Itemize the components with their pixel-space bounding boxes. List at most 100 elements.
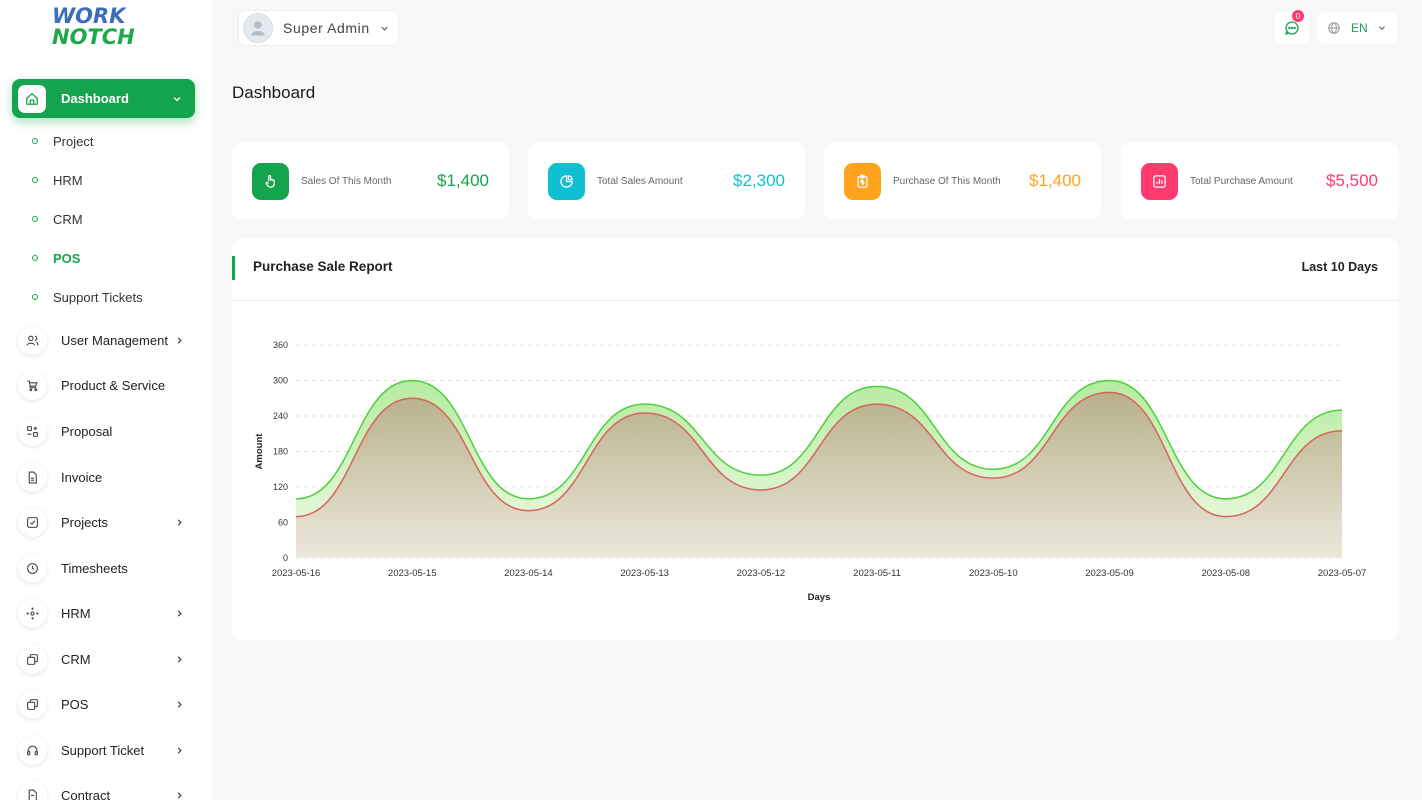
- sidebar: WORK NOTCH Dashboard Project HRM CRM POS…: [0, 0, 212, 800]
- x-tick-label: 2023-05-09: [1085, 568, 1134, 579]
- stat-label: Total Purchase Amount: [1190, 175, 1293, 187]
- messages-button[interactable]: 0: [1275, 10, 1309, 44]
- stat-value: $1,400: [1029, 171, 1081, 190]
- y-axis-label: Amount: [254, 433, 265, 470]
- sidebar-subitem-support-tickets[interactable]: Support Tickets: [32, 287, 143, 307]
- sidebar-item-label: Support Ticket: [61, 742, 145, 758]
- sidebar-subitem-hrm[interactable]: HRM: [32, 170, 83, 190]
- sidebar-subitem-project[interactable]: Project: [32, 131, 93, 151]
- users-icon: [18, 325, 47, 355]
- report-range[interactable]: Last 10 Days: [1301, 260, 1378, 274]
- stat-label: Sales Of This Month: [301, 175, 392, 187]
- stat-card-sales-month: Sales Of This Month $1,400: [232, 143, 509, 219]
- x-tick-label: 2023-05-13: [620, 568, 669, 579]
- bullet-icon: [32, 177, 38, 183]
- chevron-right-icon: [174, 608, 185, 619]
- user-name: Super Admin: [283, 20, 370, 36]
- sidebar-subitem-label: HRM: [53, 172, 83, 188]
- y-tick-label: 0: [283, 553, 288, 563]
- sidebar-subitem-pos[interactable]: POS: [32, 248, 80, 268]
- clipboard-dollar-icon: [844, 162, 881, 200]
- sidebar-item-proposal[interactable]: Proposal: [18, 416, 195, 446]
- sidebar-item-projects[interactable]: Projects: [18, 507, 195, 537]
- layers-icon: [18, 644, 47, 674]
- sidebar-item-label: POS: [61, 696, 89, 712]
- bar-chart-icon: [1141, 162, 1178, 200]
- contract-icon: [18, 780, 47, 800]
- x-tick-label: 2023-05-14: [504, 568, 553, 579]
- series-area: [296, 392, 1342, 558]
- report-header: Purchase Sale Report Last 10 Days: [232, 239, 1398, 301]
- headphones-icon: [18, 735, 47, 765]
- sidebar-item-support-ticket[interactable]: Support Ticket: [18, 735, 195, 765]
- sidebar-item-invoice[interactable]: Invoice: [18, 462, 195, 492]
- sidebar-subitem-label: Support Tickets: [53, 289, 143, 305]
- y-tick-label: 300: [273, 376, 288, 386]
- sidebar-item-label: Projects: [61, 514, 108, 530]
- sidebar-subitem-label: CRM: [53, 211, 83, 227]
- report-panel: Purchase Sale Report Last 10 Days 0 60 120…: [232, 239, 1398, 640]
- language-selector[interactable]: EN: [1317, 12, 1397, 44]
- sidebar-item-timesheets[interactable]: Timesheets: [18, 553, 195, 583]
- y-tick-label: 180: [273, 447, 288, 457]
- sidebar-item-label: Invoice: [61, 469, 103, 485]
- stat-label: Purchase Of This Month: [893, 175, 1001, 187]
- sidebar-item-label: Timesheets: [61, 560, 128, 576]
- chat-icon: [1284, 21, 1299, 36]
- x-tick-label: 2023-05-16: [272, 568, 321, 579]
- notification-badge: 0: [1292, 10, 1304, 22]
- chevron-right-icon: [174, 745, 185, 756]
- chevron-right-icon: [174, 517, 185, 528]
- x-axis-label: Days: [808, 592, 831, 603]
- cart-icon: [18, 370, 47, 400]
- proposal-icon: [18, 416, 47, 446]
- hrm-icon: [18, 598, 47, 628]
- sidebar-subitem-label: POS: [53, 250, 81, 266]
- stat-card-total-purchase: Total Purchase Amount $5,500: [1121, 143, 1398, 219]
- sidebar-item-contract[interactable]: Contract: [18, 780, 195, 800]
- x-tick-label: 2023-05-10: [969, 568, 1018, 579]
- y-tick-label: 60: [278, 518, 288, 528]
- bullet-icon: [32, 138, 38, 144]
- sidebar-item-label: User Management: [61, 332, 168, 348]
- sidebar-item-pos[interactable]: POS: [18, 689, 195, 719]
- sidebar-item-user-management[interactable]: User Management: [18, 325, 195, 355]
- logo-line-2: NOTCH: [52, 25, 135, 49]
- stat-card-total-sales: Total Sales Amount $2,300: [528, 143, 805, 219]
- home-icon: [18, 84, 46, 113]
- sidebar-subitem-label: Project: [53, 133, 94, 149]
- language-code: EN: [1351, 21, 1368, 35]
- chevron-down-icon: [171, 93, 183, 105]
- chevron-right-icon: [174, 654, 185, 665]
- x-tick-label: 2023-05-12: [737, 568, 786, 579]
- file-icon: [18, 462, 47, 492]
- user-menu[interactable]: Super Admin: [238, 10, 399, 46]
- y-tick-label: 240: [273, 411, 288, 421]
- bullet-icon: [32, 255, 38, 261]
- sidebar-subitem-crm[interactable]: CRM: [32, 209, 83, 229]
- report-title: Purchase Sale Report: [253, 259, 393, 274]
- logo[interactable]: WORK NOTCH: [52, 6, 135, 48]
- bullet-icon: [32, 294, 38, 300]
- globe-icon: [1327, 21, 1341, 35]
- y-tick-label: 120: [273, 482, 288, 492]
- x-tick-label: 2023-05-15: [388, 568, 437, 579]
- purchase-sale-chart: 0 60 120 180 240 300 360 2023-05-16 2023-05-15 20…: [254, 340, 1366, 603]
- chevron-right-icon: [174, 335, 185, 346]
- accent-bar: [232, 256, 235, 280]
- sidebar-item-product-service[interactable]: Product & Service: [18, 370, 195, 400]
- sidebar-item-crm[interactable]: CRM: [18, 644, 195, 674]
- avatar: [243, 13, 273, 43]
- chevron-right-icon: [174, 699, 185, 710]
- sidebar-item-label: HRM: [61, 605, 91, 621]
- sidebar-item-label: CRM: [61, 651, 91, 667]
- y-tick-label: 360: [273, 340, 288, 350]
- stat-card-purchase-month: Purchase Of This Month $1,400: [824, 143, 1101, 219]
- sidebar-item-dashboard[interactable]: Dashboard: [12, 79, 195, 118]
- sidebar-item-hrm[interactable]: HRM: [18, 598, 195, 628]
- clock-icon: [18, 553, 47, 583]
- sidebar-item-label: Proposal: [61, 423, 113, 439]
- chevron-down-icon: [1377, 23, 1387, 33]
- stat-value: $2,300: [733, 171, 785, 190]
- checkbox-icon: [18, 507, 47, 537]
